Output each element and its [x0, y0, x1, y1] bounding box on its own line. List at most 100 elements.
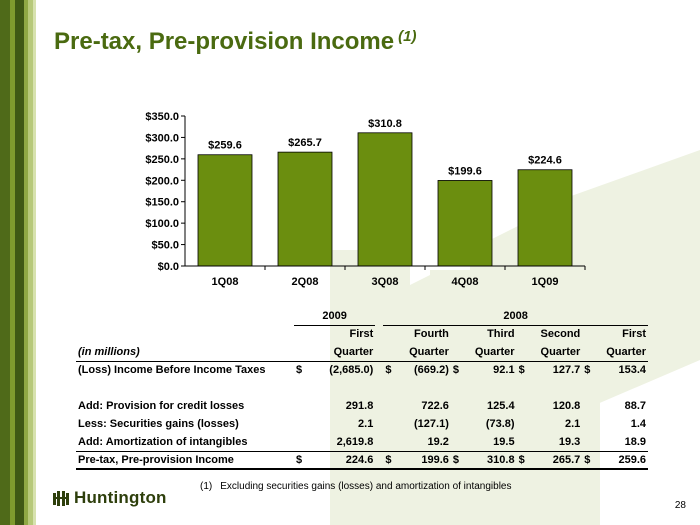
bar — [277, 151, 333, 267]
col-header-line2: Quarter — [383, 343, 451, 362]
table-cell: $ (669.2) — [383, 360, 451, 379]
footnote-number: (1) — [200, 481, 213, 492]
table-cell: 291.8 — [294, 397, 375, 415]
currency-symbol: $ — [385, 364, 392, 377]
table-cell: 1.4 — [582, 415, 648, 433]
cell-value: 125.4 — [487, 400, 515, 412]
table-cell: $259.6 — [582, 450, 648, 470]
x-tick-label: 3Q08 — [372, 276, 399, 288]
table-cell: $153.4 — [582, 360, 648, 379]
table-cell: 19.3 — [517, 433, 583, 451]
cell-value: 88.7 — [624, 400, 646, 412]
table-cell: $92.1 — [450, 360, 517, 379]
row-label: Pre-tax, Pre-provision Income — [76, 450, 294, 470]
col-header-line1: First — [622, 328, 646, 341]
cell-value: 18.9 — [624, 435, 646, 448]
y-tick-label: $250.0 — [145, 154, 179, 166]
col-header-line1: Fourth — [414, 328, 449, 341]
table-cell: (73.8) — [451, 415, 517, 433]
cell-value: 265.7 — [552, 453, 581, 466]
y-tick-label: $150.0 — [145, 197, 179, 209]
row-label: Add: Amortization of intangibles — [78, 435, 248, 448]
cell-value: 199.6 — [421, 453, 449, 466]
cell-value: 310.8 — [487, 453, 515, 466]
y-tick-label: $300.0 — [145, 132, 179, 144]
x-tick-label: 4Q08 — [452, 276, 479, 288]
units-label: (in millions) — [78, 345, 140, 358]
decor-stripe — [0, 0, 10, 525]
table-cell: $199.6 — [383, 450, 451, 470]
col-header-line2: Quarter — [294, 343, 376, 362]
footnote-text: Excluding securities gains (losses) and … — [220, 481, 512, 492]
cell-value: 1.4 — [630, 418, 646, 430]
financial-table: 2009 2008 First Fourth Third Second Firs… — [76, 307, 648, 470]
bar-chart: $0.0 $50.0 $100.0 $150.0 $200.0 $250.0 $300.0 $… — [145, 111, 586, 288]
table-cell: $127.7 — [516, 360, 583, 379]
decor-stripe — [24, 0, 28, 525]
table-cell: $265.7 — [516, 450, 583, 470]
table-cell: (127.1) — [383, 415, 451, 433]
year-2009: 2009 — [294, 307, 376, 326]
huntington-logo-icon — [53, 491, 69, 506]
cell-value: 224.6 — [345, 453, 374, 466]
cell-value: 19.2 — [427, 435, 449, 448]
x-tick-label: 2Q08 — [292, 276, 319, 288]
cell-value: (2,685.0) — [329, 364, 374, 377]
bar — [437, 180, 493, 267]
decor-stripe — [28, 0, 33, 525]
col-header-line1: First — [349, 328, 374, 341]
page-title: Pre-tax, Pre-provision Income (1) — [54, 28, 416, 56]
table-cell: 18.9 — [582, 433, 648, 451]
bar-data-label: $265.7 — [288, 137, 322, 149]
currency-symbol: $ — [296, 364, 303, 377]
cell-value: (669.2) — [414, 364, 449, 377]
cell-value: 2.1 — [358, 418, 374, 430]
cell-value: 722.6 — [421, 400, 449, 412]
table-cell: 19.2 — [383, 433, 451, 451]
x-tick-label: 1Q09 — [532, 276, 559, 288]
currency-symbol: $ — [518, 364, 525, 377]
col-header-line1: Third — [487, 328, 515, 341]
huntington-logo: Huntington — [52, 488, 167, 508]
cell-value: 259.6 — [618, 453, 646, 466]
y-tick-label: $350.0 — [145, 111, 179, 123]
currency-symbol: $ — [584, 364, 591, 377]
y-tick-label: $50.0 — [151, 240, 179, 252]
col-header-line2: Quarter — [582, 343, 648, 362]
column-header-row-2: (in millions) Quarter Quarter Quarter Qu… — [76, 343, 648, 362]
table-row: Less: Securities gains (losses) 2.1 (127.1… — [76, 415, 648, 433]
cell-value: 92.1 — [493, 364, 515, 377]
currency-symbol: $ — [452, 364, 459, 377]
table-cell: $310.8 — [450, 450, 517, 470]
bar-data-label: $310.8 — [368, 118, 402, 130]
table-cell: 2,619.8 — [294, 433, 375, 451]
page-number: 28 — [674, 500, 686, 511]
table-cell: 125.4 — [451, 397, 517, 415]
table-cell: 722.6 — [383, 397, 451, 415]
table-cell: 2.1 — [517, 415, 583, 433]
cell-value: (73.8) — [485, 418, 515, 430]
table-cell: $ (2,685.0) — [294, 360, 376, 379]
currency-symbol: $ — [584, 453, 591, 466]
table-cell: 19.5 — [451, 433, 517, 451]
y-tick-label: $100.0 — [145, 218, 179, 230]
title-text: Pre-tax, Pre-provision Income — [54, 28, 395, 55]
table-cell: 88.7 — [582, 397, 648, 415]
bar — [517, 169, 573, 267]
bar — [357, 132, 413, 267]
cell-value: 2.1 — [564, 418, 581, 430]
table-cell: 120.8 — [517, 397, 583, 415]
bar-data-label: $224.6 — [528, 155, 562, 167]
col-header-line2: Quarter — [450, 343, 517, 362]
footnote: (1) Excluding securities gains (losses) a… — [200, 481, 512, 492]
currency-symbol: $ — [518, 453, 525, 466]
y-tick-label: $200.0 — [145, 175, 179, 187]
col-header-line1: Second — [540, 328, 581, 341]
cell-value: 120.8 — [552, 400, 581, 412]
table-row: Add: Amortization of intangibles 2,619.8 1… — [76, 433, 648, 451]
currency-symbol: $ — [296, 453, 303, 466]
spacer-row — [76, 379, 648, 397]
row-label: Add: Provision for credit losses — [78, 400, 245, 412]
bar-data-label: $259.6 — [208, 140, 242, 152]
cell-value: 127.7 — [552, 364, 581, 377]
